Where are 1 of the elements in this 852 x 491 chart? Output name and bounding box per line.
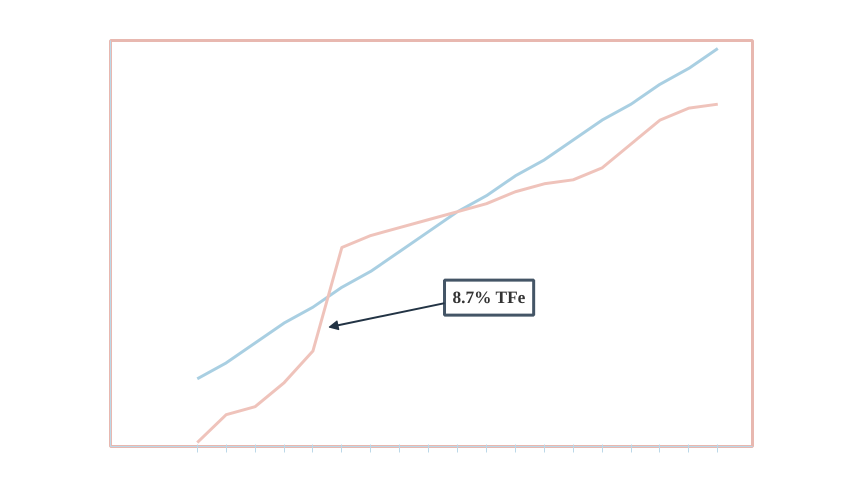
- annotation: 8.7% TFe: [452, 288, 526, 308]
